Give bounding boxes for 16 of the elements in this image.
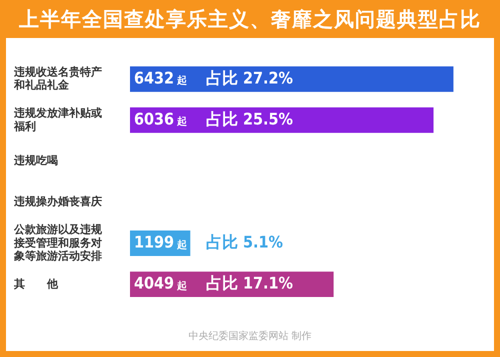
text: 中央纪委国家监委网站 制作 xyxy=(187,330,313,343)
annotation: 占比 5.1% xyxy=(206,232,283,252)
annotation: 占比 17.1% xyxy=(206,273,293,292)
annotation: 占比 25.5% xyxy=(206,109,293,128)
chart-title: 上半年全国查处享乐主义、奢靡之风问题典型占比 xyxy=(18,6,482,33)
y-tick-label: 其 他 xyxy=(13,277,59,290)
data-label: 6432 起 xyxy=(134,68,188,88)
y-tick-label: 违规收送名贵特产和礼品礼金 xyxy=(13,66,102,92)
bar xyxy=(130,66,454,92)
y-tick-label: 公款旅游以及违规接受管理和服务对象等旅游活动安排 xyxy=(13,223,103,262)
y-tick-label: 违规吃喝 xyxy=(13,154,58,168)
data-label: 1199 起 xyxy=(134,232,188,252)
annotation: 占比 27.2% xyxy=(206,68,293,88)
data-label: 6036 起 xyxy=(134,109,188,128)
y-tick-label: 违规操办婚丧喜庆 xyxy=(13,195,102,208)
data-label: 4049 起 xyxy=(134,273,188,292)
